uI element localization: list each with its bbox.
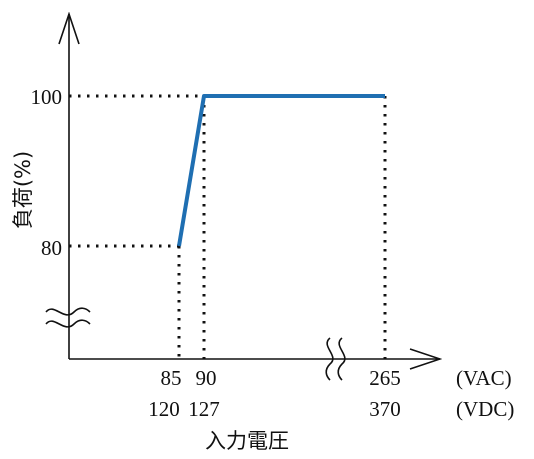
x-tick-label-dc-370: 370 xyxy=(369,397,401,421)
x-tick-label-ac-90: 90 xyxy=(196,366,217,390)
x-axis-title: 入力電圧 xyxy=(205,429,289,453)
y-axis-break-icon xyxy=(45,307,91,328)
x-tick-label-ac-85: 85 xyxy=(161,366,182,390)
y-tick-label-100: 100 xyxy=(31,85,63,109)
y-axis-title: 負荷(%) xyxy=(11,151,35,229)
x-tick-label-dc-127: 127 xyxy=(188,397,220,421)
x-unit-label-ac: (VAC) xyxy=(456,366,512,390)
x-tick-label-dc-120: 120 xyxy=(148,397,180,421)
y-tick-label-80: 80 xyxy=(41,236,62,260)
guide-lines xyxy=(69,94,387,359)
series-layer xyxy=(177,94,385,247)
x-tick-label-ac-265: 265 xyxy=(369,366,401,390)
x-axis-break-icon xyxy=(325,337,346,381)
x-unit-label-dc: (VDC) xyxy=(456,397,514,421)
series-line xyxy=(177,94,385,247)
